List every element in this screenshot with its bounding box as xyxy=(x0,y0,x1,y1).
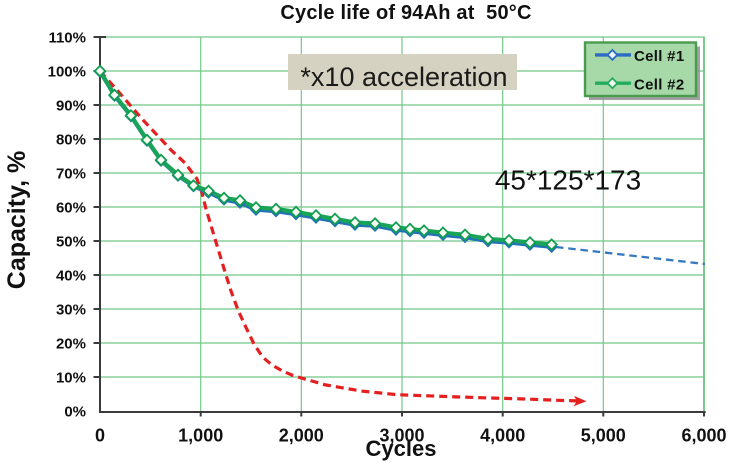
svg-text:Cycles: Cycles xyxy=(366,436,437,461)
svg-text:4,000: 4,000 xyxy=(480,426,525,446)
svg-text:50%: 50% xyxy=(56,233,86,250)
svg-text:2,000: 2,000 xyxy=(279,426,324,446)
svg-text:90%: 90% xyxy=(56,97,86,114)
svg-text:Capacity, %: Capacity, % xyxy=(3,151,31,289)
svg-text:Cycle life of 94Ah at 50°C: Cycle life of 94Ah at 50°C xyxy=(280,2,531,24)
svg-text:6,000: 6,000 xyxy=(681,426,726,446)
svg-text:Cell #2: Cell #2 xyxy=(634,76,684,93)
svg-text:5,000: 5,000 xyxy=(581,426,626,446)
svg-text:40%: 40% xyxy=(56,267,86,284)
svg-text:10%: 10% xyxy=(56,369,86,386)
svg-text:20%: 20% xyxy=(56,335,86,352)
svg-text:60%: 60% xyxy=(56,199,86,216)
svg-text:*x10 acceleration: *x10 acceleration xyxy=(300,62,507,92)
svg-text:0%: 0% xyxy=(64,403,86,420)
svg-text:0: 0 xyxy=(95,426,105,446)
svg-text:Cell #1: Cell #1 xyxy=(634,48,684,65)
svg-text:100%: 100% xyxy=(48,63,86,80)
svg-text:45*125*173: 45*125*173 xyxy=(495,165,641,196)
svg-text:80%: 80% xyxy=(56,131,86,148)
svg-text:110%: 110% xyxy=(48,29,86,46)
svg-text:1,000: 1,000 xyxy=(178,426,223,446)
svg-text:3,000: 3,000 xyxy=(379,426,424,446)
svg-text:70%: 70% xyxy=(56,165,86,182)
svg-text:30%: 30% xyxy=(56,301,86,318)
